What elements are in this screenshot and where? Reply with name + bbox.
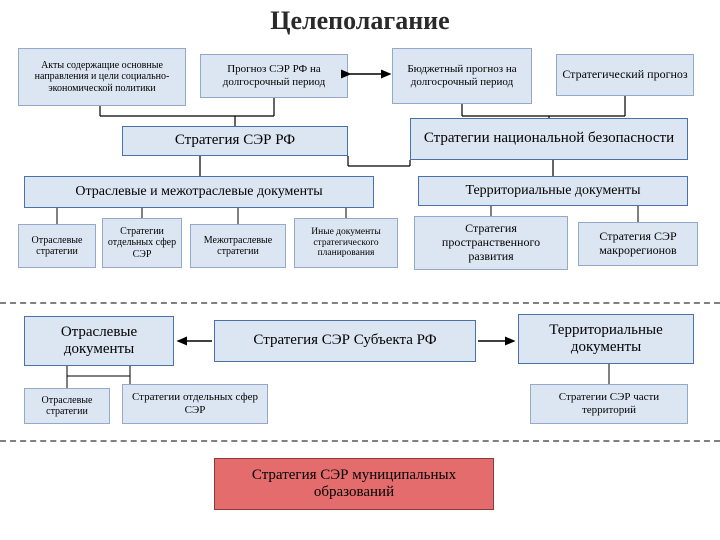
box-territorial-docs-2: Территориальные документы	[518, 314, 694, 364]
dashed-divider-1	[0, 302, 720, 304]
box-municipal: Стратегия СЭР муниципальных образований	[214, 458, 494, 510]
box-spatial-dev: Стратегия пространственного развития	[414, 216, 568, 270]
box-sector-docs-2: Отраслевые документы	[24, 316, 174, 366]
box-strategic-forecast: Стратегический прогноз	[556, 54, 694, 96]
box-acts: Акты содержащие основные направления и ц…	[18, 48, 186, 106]
page-title: Целеполагание	[0, 0, 720, 36]
box-strategy-ser-rf: Стратегия СЭР РФ	[122, 126, 348, 156]
box-part-territory: Стратегии СЭР части территорий	[530, 384, 688, 424]
box-strategy-subject-rf: Стратегия СЭР Субъекта РФ	[214, 320, 476, 362]
box-sector-strategies-2: Отраслевые стратегии	[24, 388, 110, 424]
box-other-planning: Иные документы стратегического планирова…	[294, 218, 398, 268]
box-intersector-strategies: Межотраслевые стратегии	[190, 224, 286, 268]
box-sector-docs: Отраслевые и межотраслевые документы	[24, 176, 374, 208]
box-strategy-natsec: Стратегии национальной безопасности	[410, 118, 688, 160]
box-territorial-docs: Территориальные документы	[418, 176, 688, 206]
box-budget-forecast: Бюджетный прогноз на долгосрочный период	[392, 48, 532, 104]
dashed-divider-2	[0, 440, 720, 442]
box-sector-strategies: Отраслевые стратегии	[18, 224, 96, 268]
box-sphere-strategies-2: Стратегии отдельных сфер СЭР	[122, 384, 268, 424]
box-sphere-strategies: Стратегии отдельных сфер СЭР	[102, 218, 182, 268]
box-forecast-ser: Прогноз СЭР РФ на долгосрочный период	[200, 54, 348, 98]
box-macroregion: Стратегия СЭР макрорегионов	[578, 222, 698, 266]
